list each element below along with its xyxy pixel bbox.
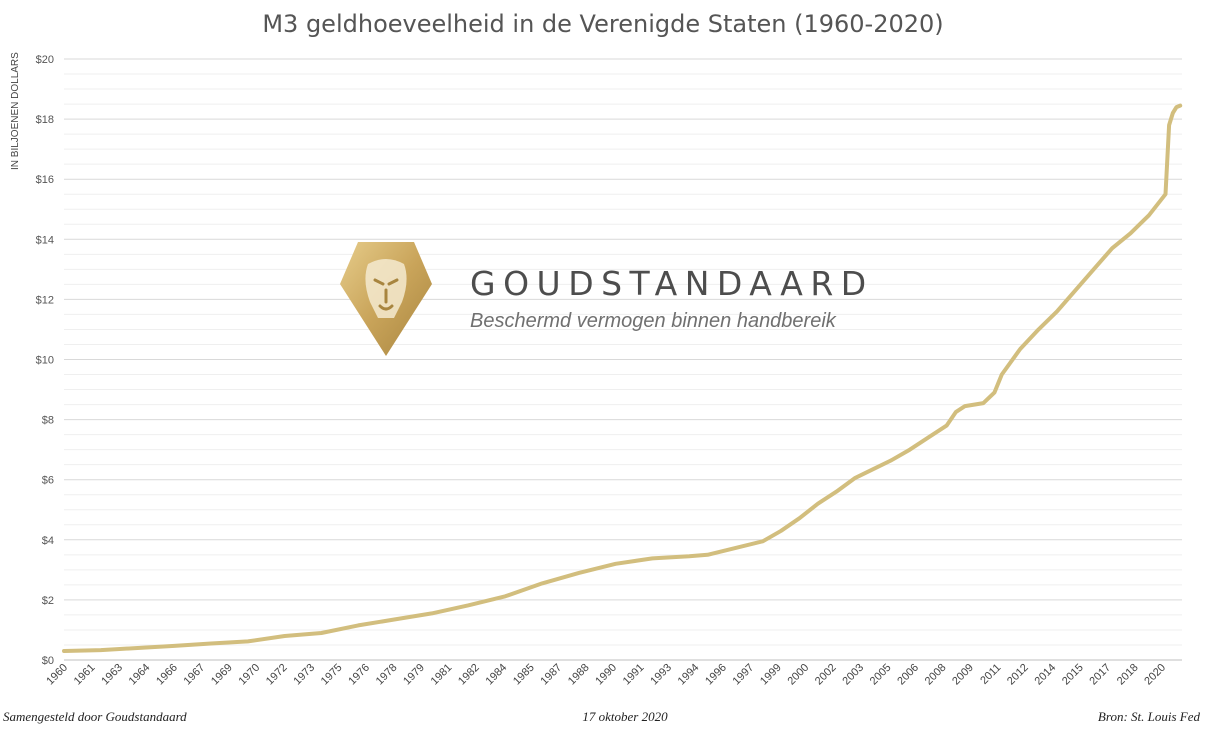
x-tick-label: 2006 (895, 662, 921, 688)
y-tick-label: $10 (36, 355, 54, 367)
x-tick-label: 1996 (703, 662, 729, 688)
x-tick-label: 2017 (1087, 662, 1113, 688)
y-tick-label: $12 (36, 294, 54, 306)
x-tick-label: 1976 (346, 662, 372, 688)
lion-head-shield-icon (340, 242, 432, 356)
x-tick-label: 1985 (511, 662, 537, 688)
footer-source: Bron: St. Louis Fed (1097, 709, 1200, 724)
x-tick-label: 1961 (72, 662, 98, 688)
x-tick-label: 1997 (731, 662, 757, 688)
footer-credit: Samengesteld door Goudstandaard (3, 709, 187, 724)
x-tick-label: 1991 (621, 662, 647, 688)
y-tick-label: $0 (42, 655, 54, 667)
x-tick-label: 2003 (840, 662, 866, 688)
x-tick-label: 1982 (456, 662, 482, 688)
x-tick-label: 1972 (264, 662, 290, 688)
brand-tagline: Beschermd vermogen binnen handbereik (470, 310, 836, 332)
x-tick-label: 1994 (676, 662, 702, 688)
brand-watermark: GOUDSTANDAARD Beschermd vermogen binnen … (338, 240, 866, 360)
x-tick-label: 2009 (950, 662, 976, 688)
y-tick-label: $6 (42, 475, 54, 487)
footer-date: 17 oktober 2020 (582, 709, 668, 724)
x-tick-label: 1969 (209, 662, 235, 688)
y-tick-label: $2 (42, 595, 54, 607)
x-tick-label: 2020 (1142, 662, 1168, 688)
brand-name: GOUDSTANDAARD (470, 264, 874, 303)
x-tick-label: 2015 (1060, 662, 1086, 688)
x-tick-label: 2000 (785, 662, 811, 688)
x-tick-label: 1973 (291, 662, 317, 688)
x-tick-label: 1979 (401, 662, 427, 688)
x-tick-label: 1967 (182, 662, 208, 688)
gridlines (64, 58, 1182, 661)
x-tick-label: 1970 (236, 662, 262, 688)
x-tick-label: 2014 (1033, 662, 1059, 688)
x-tick-label: 2018 (1115, 662, 1141, 688)
x-tick-label: 2002 (813, 662, 839, 688)
chart-title: M3 geldhoeveelheid in de Verenigde State… (262, 10, 944, 38)
x-tick-label: 1988 (566, 662, 592, 688)
x-tick-label: 1981 (429, 662, 455, 688)
x-tick-label: 1966 (154, 662, 180, 688)
x-tick-label: 1964 (127, 662, 153, 688)
x-tick-label: 1975 (319, 662, 345, 688)
x-tick-label: 1984 (484, 662, 510, 688)
x-tick-label: 2012 (1005, 662, 1031, 688)
y-tick-label: $14 (36, 234, 54, 246)
x-tick-label: 1978 (374, 662, 400, 688)
x-tick-label: 2011 (978, 662, 1003, 687)
x-tick-label: 1987 (538, 662, 564, 688)
series-line-m3 (62, 103, 1183, 653)
y-tick-label: $16 (36, 174, 54, 186)
y-tick-label: $8 (42, 415, 54, 427)
y-tick-label: $18 (36, 114, 54, 126)
y-tick-label: $4 (42, 535, 54, 547)
x-tick-labels: 1960 1961 1963 1964 1966 1967 1969 1970 1972 1973… (44, 662, 1168, 688)
x-tick-label: 1963 (99, 662, 125, 688)
x-tick-label: 2005 (868, 662, 894, 688)
x-tick-label: 2008 (923, 662, 949, 688)
x-tick-label: 1990 (593, 662, 619, 688)
x-tick-label: 1993 (648, 662, 674, 688)
y-tick-labels: $0 $2 $4 $6 $8 $10 $12 $14 $16 $18 $20 (36, 54, 54, 667)
x-tick-label: 1999 (758, 662, 784, 688)
y-tick-label: $20 (36, 54, 54, 66)
